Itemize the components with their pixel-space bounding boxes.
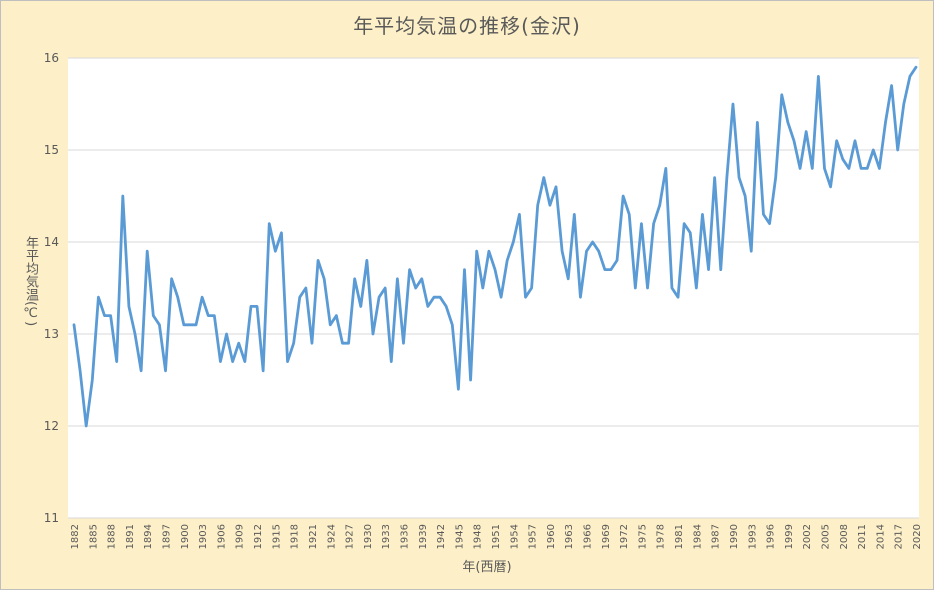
series-line (72, 65, 918, 428)
x-tick-label: 1984 (692, 524, 703, 549)
x-tick-label: 1897 (162, 524, 173, 549)
x-tick-label: 1933 (381, 524, 392, 549)
x-tick-label: 2002 (802, 524, 813, 549)
x-tick-label: 1921 (308, 524, 319, 549)
x-tick-label: 1966 (583, 524, 594, 549)
x-tick-label: 1945 (454, 524, 465, 549)
x-tick-label: 1909 (235, 524, 246, 549)
x-tick-label: 2011 (857, 524, 868, 549)
gridlines (68, 57, 919, 519)
x-tick-label: 1996 (766, 524, 777, 549)
x-tick-label: 1993 (747, 524, 758, 549)
x-tick-label: 2014 (875, 524, 886, 549)
x-tick-label: 1951 (491, 524, 502, 549)
plot-area (68, 58, 919, 518)
x-tick-label: 2005 (820, 524, 831, 549)
x-tick-label: 2020 (912, 524, 923, 549)
x-tick-label: 1906 (216, 524, 227, 549)
x-tick-label: 1957 (528, 524, 539, 549)
x-tick-label: 1939 (418, 524, 429, 549)
y-tick-label: 15 (44, 143, 59, 157)
y-tick-label: 11 (44, 511, 59, 525)
x-tick-label: 1894 (143, 524, 154, 549)
x-tick-label: 1888 (107, 524, 118, 549)
x-tick-label: 1885 (88, 524, 99, 549)
chart-title: 年平均気温の推移(金沢) (353, 14, 581, 38)
x-tick-label: 1999 (784, 524, 795, 549)
x-tick-label: 1963 (564, 524, 575, 549)
x-tick-label: 2008 (839, 524, 850, 549)
x-tick-label: 1915 (271, 524, 282, 549)
x-tick-label: 1882 (70, 524, 81, 549)
x-tick-label: 1903 (198, 524, 209, 549)
x-tick-label: 1924 (326, 524, 337, 549)
x-tick-label: 1891 (125, 524, 136, 549)
y-axis-ticks: 11 12 13 14 15 16 (44, 51, 59, 525)
x-tick-label: 1927 (345, 524, 356, 549)
x-tick-label: 1930 (363, 524, 374, 549)
x-tick-label: 1936 (399, 524, 410, 549)
x-tick-label: 1960 (546, 524, 557, 549)
x-tick-label: 1972 (619, 524, 630, 549)
x-tick-label: 1975 (637, 524, 648, 549)
x-axis-title: 年(西暦) (462, 560, 512, 575)
x-axis-ticks: 1882 1885 1888 1891 1894 1897 1900 1903 1906 1909… (70, 524, 923, 549)
x-tick-label: 1987 (711, 524, 722, 549)
x-tick-label: 1948 (473, 524, 484, 549)
x-tick-label: 1954 (509, 524, 520, 549)
x-tick-label: 1942 (436, 524, 447, 549)
x-tick-label: 1918 (290, 524, 301, 549)
y-tick-label: 14 (44, 235, 59, 249)
x-tick-label: 1981 (674, 524, 685, 549)
x-tick-label: 1990 (729, 524, 740, 549)
x-tick-label: 2017 (894, 524, 905, 549)
x-tick-label: 1900 (180, 524, 191, 549)
y-tick-label: 12 (44, 419, 59, 433)
x-tick-label: 1969 (601, 524, 612, 549)
x-tick-label: 1978 (656, 524, 667, 549)
y-tick-label: 13 (44, 327, 59, 341)
y-axis-title: 年平均気温(℃) (23, 236, 38, 327)
x-tick-label: 1912 (253, 524, 264, 549)
y-tick-label: 16 (44, 51, 59, 65)
